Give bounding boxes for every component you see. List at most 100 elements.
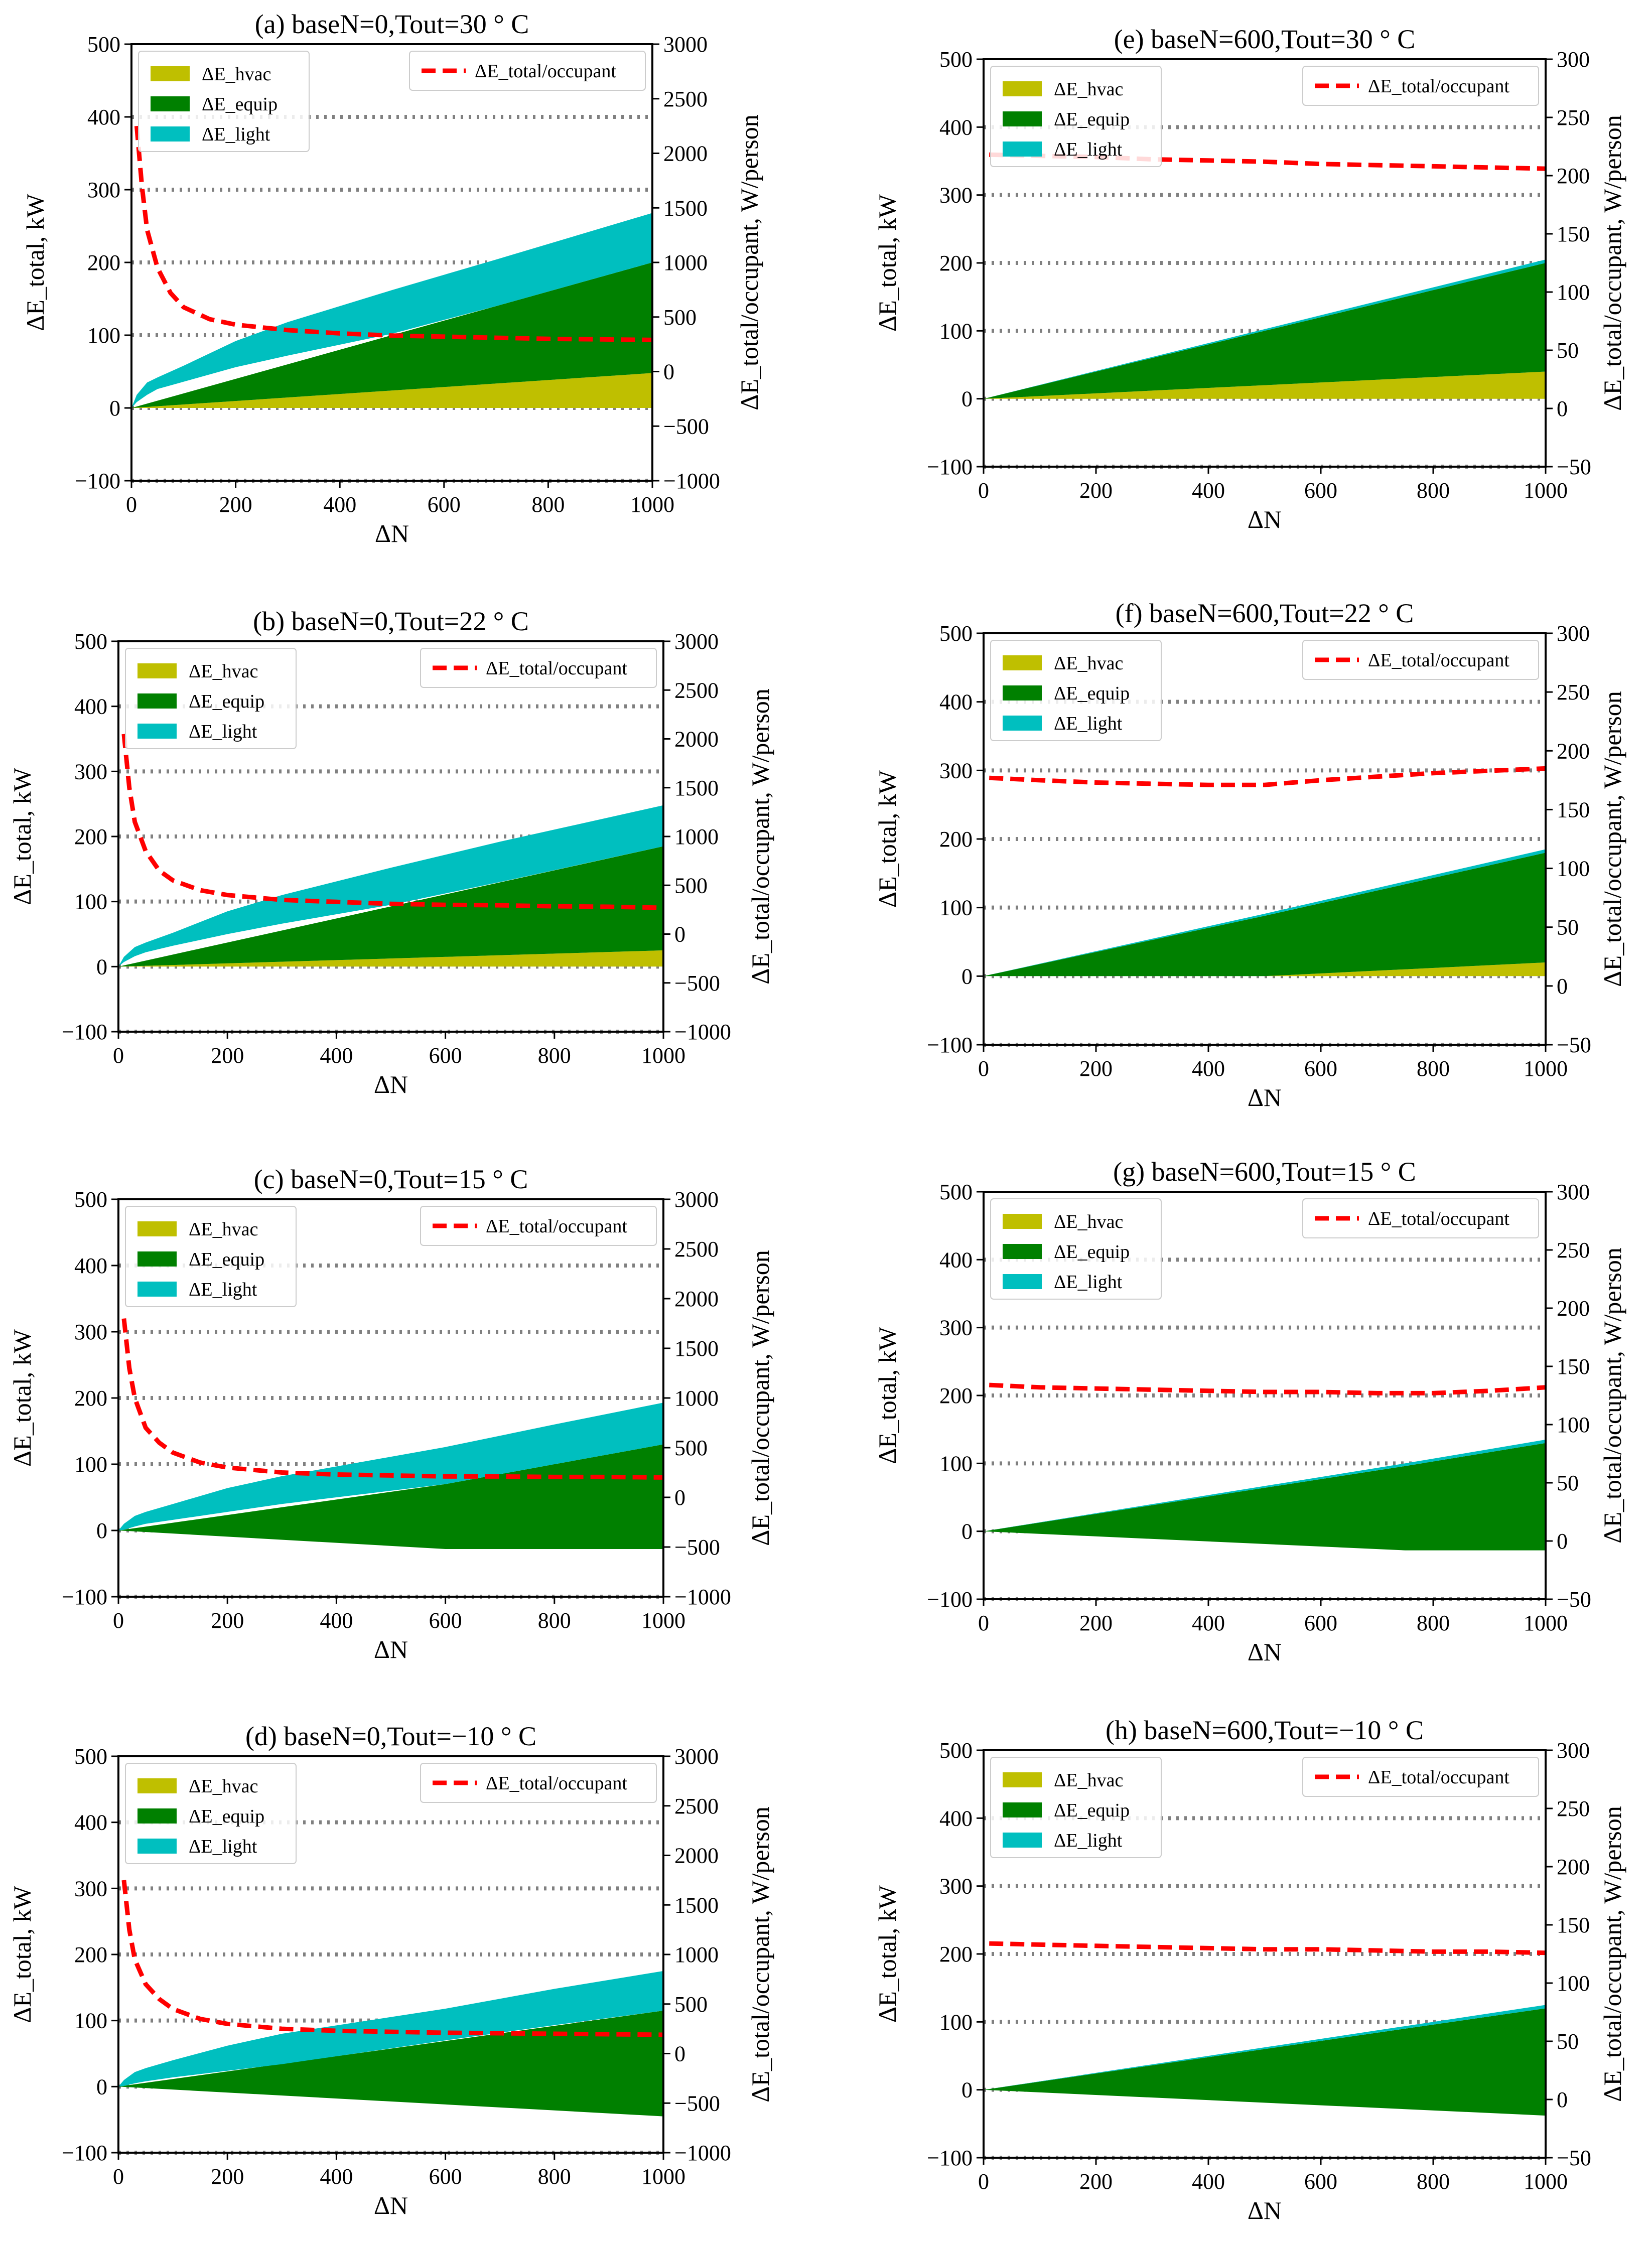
legend-swatch [1003,1244,1042,1259]
legend-label: ΔE_total/occupant [1368,76,1509,97]
y2-tick-label: 0 [1557,396,1568,421]
y-tick-label: 0 [96,2074,107,2099]
x-tick-label: 600 [1304,1056,1337,1081]
y2-tick-label: 100 [1557,857,1590,881]
x-tick-label: 600 [1304,478,1337,503]
legend-label: ΔE_light [1054,1830,1123,1851]
y-tick-label: 400 [74,694,107,719]
y2-tick-label: −1000 [674,1020,731,1044]
area-de-light [984,259,1546,399]
panel-title: (e) baseN=600,Tout=30 ° C [1114,24,1416,54]
y-tick-label: −100 [927,455,973,479]
legend-label: ΔE_total/occupant [486,658,627,679]
legend-swatch [151,126,190,142]
legend-swatch [137,693,177,709]
y2-tick-label: 100 [1557,1971,1590,1996]
x-tick-label: 800 [1417,2169,1450,2194]
x-tick-label: 0 [978,478,989,503]
x-tick-label: 400 [320,1043,353,1068]
y-tick-label: 200 [74,1942,107,1967]
y2-tick-label: 500 [674,873,708,898]
area-de-light [118,1971,663,2087]
y-axis-label: ΔE_total, kW [8,1329,36,1467]
y2-axis-label: ΔE_total/occupant, W/person [746,1250,774,1546]
x-tick-label: 800 [538,1043,571,1068]
y2-tick-label: −50 [1557,1587,1591,1612]
y-tick-label: 100 [939,1451,973,1476]
y-tick-label: 0 [96,1518,107,1543]
y2-tick-label: −50 [1557,2146,1591,2170]
y2-tick-label: 300 [1557,1738,1590,1763]
legend-label: ΔE_hvac [1054,653,1123,674]
panel-title: (b) baseN=0,Tout=22 ° C [253,606,529,636]
y-tick-label: −100 [62,2141,107,2165]
x-axis-label: ΔN [1248,1638,1282,1666]
legend-swatch [1003,655,1042,670]
y2-tick-label: 2500 [674,1237,719,1262]
panel-title: (h) baseN=600,Tout=−10 ° C [1106,1715,1424,1745]
x-tick-label: 600 [429,1043,462,1068]
y2-tick-label: −50 [1557,1033,1591,1057]
y2-tick-label: 2500 [663,87,708,111]
legend-swatch [151,66,190,81]
x-tick-label: 0 [978,1056,989,1081]
y-tick-label: 200 [939,827,973,852]
y-tick-label: 300 [939,1316,973,1340]
y-tick-label: −100 [927,2146,973,2170]
x-tick-label: 800 [1417,478,1450,503]
legend-swatch [137,1221,177,1236]
y2-tick-label: 0 [1557,974,1568,999]
x-tick-label: 400 [323,492,356,517]
y2-tick-label: 3000 [674,629,719,654]
y-tick-label: 200 [87,250,120,275]
y2-tick-label: 2000 [674,727,719,752]
y2-tick-label: 300 [1557,1180,1590,1204]
legend-label: ΔE_hvac [189,1219,258,1240]
y2-tick-label: 300 [1557,47,1590,72]
legend-label: ΔE_total/occupant [486,1216,627,1237]
area-de-equip [118,2010,663,2117]
x-axis-label: ΔN [1248,505,1282,533]
y2-axis-label: ΔE_total/occupant, W/person [1598,1247,1626,1543]
legend-label: ΔE_total/occupant [1368,650,1509,671]
y-tick-label: 200 [939,1383,973,1408]
legend-swatch [137,1778,177,1793]
y2-axis-label: ΔE_total/occupant, W/person [746,1806,774,2102]
x-tick-label: 600 [428,492,461,517]
y-tick-label: 400 [939,1247,973,1272]
x-tick-label: 400 [320,1608,353,1633]
y2-tick-label: 250 [1557,680,1590,705]
y-axis-label: ΔE_total, kW [873,1885,901,2023]
y-tick-label: 300 [74,1320,107,1344]
legend-swatch [151,96,190,111]
panel-title: (f) baseN=600,Tout=22 ° C [1116,598,1414,628]
y2-tick-label: 500 [674,1992,708,2017]
area-de-equip [984,1443,1546,1551]
x-tick-label: 1000 [641,1608,685,1633]
x-tick-label: 1000 [630,492,674,517]
y2-tick-label: 150 [1557,1354,1590,1379]
legend-label: ΔE_total/occupant [486,1773,627,1794]
area-de-equip [118,1444,663,1549]
y2-axis-label: ΔE_total/occupant, W/person [1598,691,1626,987]
y-tick-label: 400 [939,115,973,139]
x-tick-label: 800 [538,1608,571,1633]
panel-title: (d) baseN=0,Tout=−10 ° C [245,1721,536,1751]
y2-tick-label: 300 [1557,621,1590,646]
legend-label: ΔE_light [189,1836,257,1857]
legend-label: ΔE_equip [202,94,278,115]
y-tick-label: 500 [74,1744,107,1769]
line-total-per-occupant [134,125,653,342]
y2-tick-label: 3000 [674,1744,719,1769]
y-tick-label: 400 [87,105,120,129]
y2-tick-label: 3000 [663,32,708,57]
y-tick-label: 500 [939,1738,973,1763]
y2-tick-label: 200 [1557,739,1590,763]
y2-tick-label: 0 [674,2042,685,2066]
x-axis-label: ΔN [374,1070,408,1098]
panel-b: 0 200 400 600 800 1000−1000100200300400500−10… [8,606,774,1098]
y-tick-label: 300 [74,759,107,784]
x-tick-label: 200 [219,492,252,517]
x-tick-label: 200 [211,1043,244,1068]
x-tick-label: 200 [211,2164,244,2189]
